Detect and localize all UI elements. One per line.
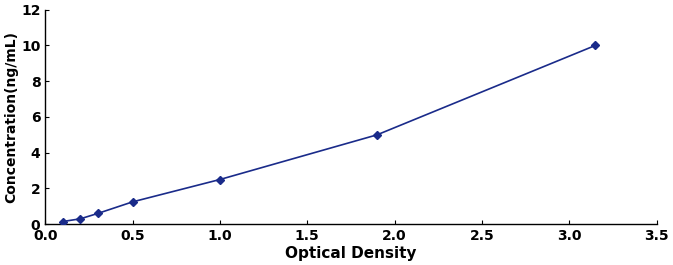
X-axis label: Optical Density: Optical Density [285, 246, 417, 261]
Y-axis label: Concentration(ng/mL): Concentration(ng/mL) [4, 31, 18, 203]
